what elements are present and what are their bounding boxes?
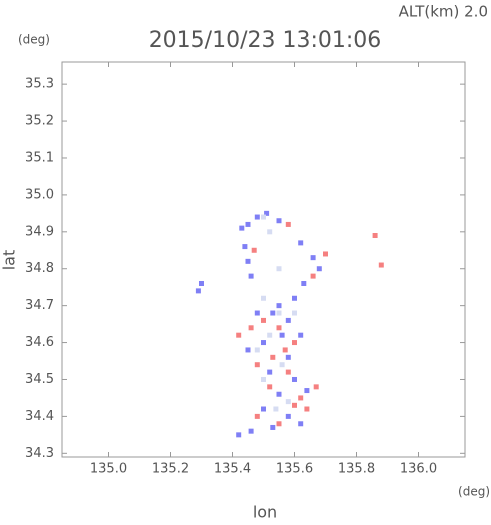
chart-title: 2015/10/23 13:01:06 xyxy=(149,28,382,53)
point xyxy=(298,421,304,427)
y-tick-label: 34.4 xyxy=(25,409,54,424)
point xyxy=(292,295,297,301)
x-unit: (deg) xyxy=(458,485,490,499)
point xyxy=(261,295,266,301)
point xyxy=(310,273,316,279)
y-tick-label: 34.3 xyxy=(25,446,54,461)
point xyxy=(261,376,266,382)
point xyxy=(270,354,276,360)
point xyxy=(245,258,251,264)
point xyxy=(254,214,260,220)
y-axis-label: lat xyxy=(0,250,19,271)
point xyxy=(261,214,266,220)
point xyxy=(292,402,297,408)
y-tick-label: 34.8 xyxy=(25,261,54,276)
x-tick-label: 135.4 xyxy=(214,462,251,477)
point xyxy=(248,273,254,279)
point xyxy=(285,317,291,323)
y-unit: (deg) xyxy=(18,33,50,47)
y-tick-label: 34.5 xyxy=(25,372,54,387)
x-axis-label: lon xyxy=(253,503,277,522)
plot-frame xyxy=(61,61,466,458)
point xyxy=(236,332,242,338)
point xyxy=(195,288,201,294)
point xyxy=(261,317,266,323)
point xyxy=(276,391,282,397)
point xyxy=(323,251,328,257)
point xyxy=(199,280,204,286)
point xyxy=(279,362,285,368)
y-tick-label: 34.6 xyxy=(25,335,54,350)
point xyxy=(316,266,322,272)
x-tick-label: 135.0 xyxy=(90,462,127,477)
point xyxy=(276,325,282,331)
point xyxy=(270,310,276,316)
altitude-label: ALT(km) 2.0 xyxy=(399,3,488,21)
point xyxy=(279,332,285,338)
point xyxy=(298,395,304,401)
y-tick-label: 34.9 xyxy=(25,224,54,239)
y-tick-label: 35.0 xyxy=(25,187,54,202)
point xyxy=(236,432,242,438)
point xyxy=(276,310,282,316)
point xyxy=(261,406,266,412)
point xyxy=(285,354,291,360)
y-tick-label: 35.2 xyxy=(25,114,54,129)
point xyxy=(298,332,304,338)
point xyxy=(298,240,304,246)
point xyxy=(292,310,297,316)
x-tick-label: 135.6 xyxy=(276,462,313,477)
x-tick-label: 136.0 xyxy=(400,462,437,477)
point xyxy=(254,347,260,353)
point xyxy=(239,225,245,231)
point xyxy=(372,233,378,239)
point xyxy=(313,384,319,390)
point xyxy=(251,247,257,253)
point xyxy=(267,369,273,375)
point xyxy=(267,384,273,390)
y-tick-label: 35.3 xyxy=(25,77,54,92)
point xyxy=(248,325,254,331)
point xyxy=(304,388,310,394)
point xyxy=(242,244,248,250)
point xyxy=(273,406,279,412)
point xyxy=(378,262,384,268)
x-tick-label: 135.2 xyxy=(152,462,189,477)
point xyxy=(245,221,251,227)
point xyxy=(276,303,282,309)
point xyxy=(310,255,316,261)
point xyxy=(267,332,273,338)
point xyxy=(270,424,276,430)
point xyxy=(276,218,282,224)
point xyxy=(261,340,266,346)
y-tick-label: 34.7 xyxy=(25,298,54,313)
point xyxy=(276,266,282,272)
point xyxy=(264,210,270,216)
point xyxy=(285,399,291,405)
point xyxy=(254,413,260,419)
point xyxy=(254,362,260,368)
point xyxy=(285,413,291,419)
point xyxy=(301,280,307,286)
point xyxy=(245,347,251,353)
point xyxy=(292,376,297,382)
point xyxy=(267,229,273,235)
point xyxy=(276,421,282,427)
point xyxy=(292,340,297,346)
point xyxy=(254,310,260,316)
x-tick-label: 135.8 xyxy=(338,462,375,477)
y-tick-label: 35.1 xyxy=(25,150,54,165)
point xyxy=(285,221,291,227)
point xyxy=(248,428,254,434)
point xyxy=(285,369,291,375)
point xyxy=(304,406,310,412)
point xyxy=(282,347,288,353)
